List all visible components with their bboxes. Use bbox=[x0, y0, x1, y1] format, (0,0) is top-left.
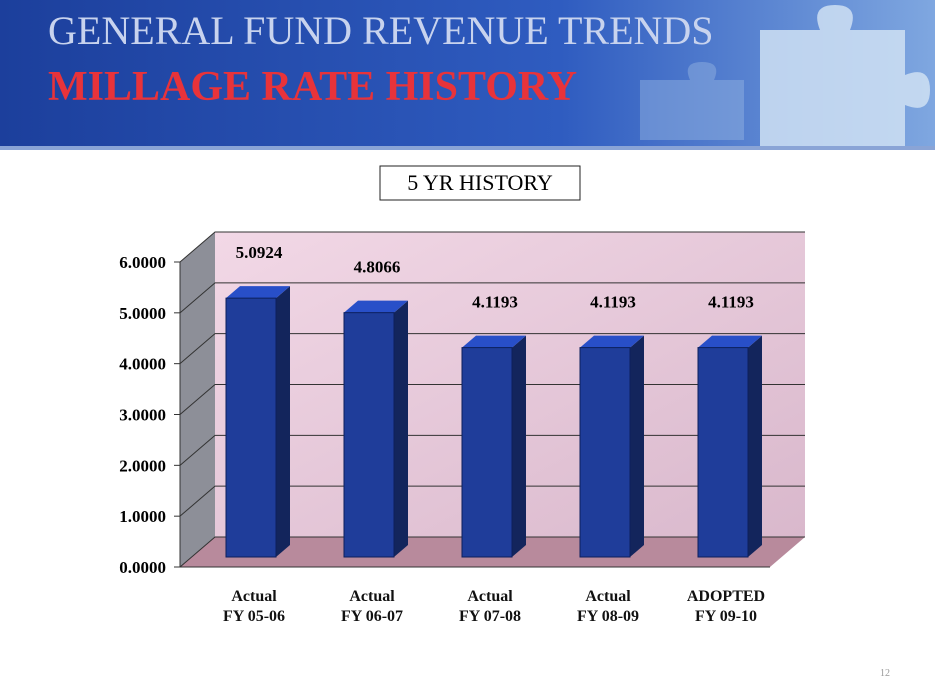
bar-side bbox=[276, 286, 290, 557]
bar bbox=[225, 297, 277, 558]
value-label: 4.1193 bbox=[472, 293, 518, 312]
grid-line bbox=[179, 231, 805, 263]
bar-side bbox=[394, 300, 408, 557]
header-rule bbox=[0, 146, 935, 150]
bar bbox=[579, 347, 631, 558]
y-tick-label: 1.0000 bbox=[119, 507, 166, 526]
puzzle-piece bbox=[760, 5, 930, 150]
grid-line bbox=[179, 282, 805, 314]
x-tick-label: Actual FY 07-08 bbox=[458, 588, 522, 625]
y-tick-label: 5.0000 bbox=[119, 304, 166, 323]
bar bbox=[461, 347, 513, 558]
bar-side bbox=[630, 335, 644, 557]
bar bbox=[697, 347, 749, 558]
value-label: 5.0924 bbox=[236, 243, 283, 262]
bar-top bbox=[344, 300, 408, 313]
slide-subtitle: MILLAGE RATE HISTORY bbox=[48, 64, 577, 110]
value-label: 4.1193 bbox=[590, 293, 636, 312]
chart-title: 5 YR HISTORY bbox=[407, 170, 553, 195]
bar-top bbox=[462, 335, 526, 348]
y-tick-label: 2.0000 bbox=[119, 456, 166, 475]
x-tick-label: ADOPTED FY 09-10 bbox=[686, 588, 766, 625]
bar-top bbox=[580, 335, 644, 348]
value-label: 4.1193 bbox=[708, 293, 754, 312]
value-label: 4.8066 bbox=[354, 258, 401, 277]
bar-side bbox=[512, 335, 526, 557]
bar-top bbox=[226, 286, 290, 299]
grid-line bbox=[179, 333, 805, 365]
bar bbox=[343, 312, 395, 558]
y-tick-label: 4.0000 bbox=[119, 355, 166, 374]
x-tick-label: Actual FY 08-09 bbox=[576, 588, 640, 625]
bar-side bbox=[748, 335, 762, 557]
chart-title-box bbox=[379, 165, 581, 201]
x-tick-label: Actual FY 05-06 bbox=[222, 588, 286, 625]
puzzle-piece bbox=[640, 62, 744, 140]
bar-top bbox=[698, 335, 762, 348]
page-number: 12 bbox=[880, 668, 890, 679]
y-tick-label: 0.0000 bbox=[119, 558, 166, 577]
y-tick-label: 3.0000 bbox=[119, 406, 166, 425]
slide-title: GENERAL FUND REVENUE TRENDS bbox=[48, 8, 714, 53]
y-tick-label: 6.0000 bbox=[119, 253, 166, 272]
x-tick-label: Actual FY 06-07 bbox=[340, 588, 404, 625]
